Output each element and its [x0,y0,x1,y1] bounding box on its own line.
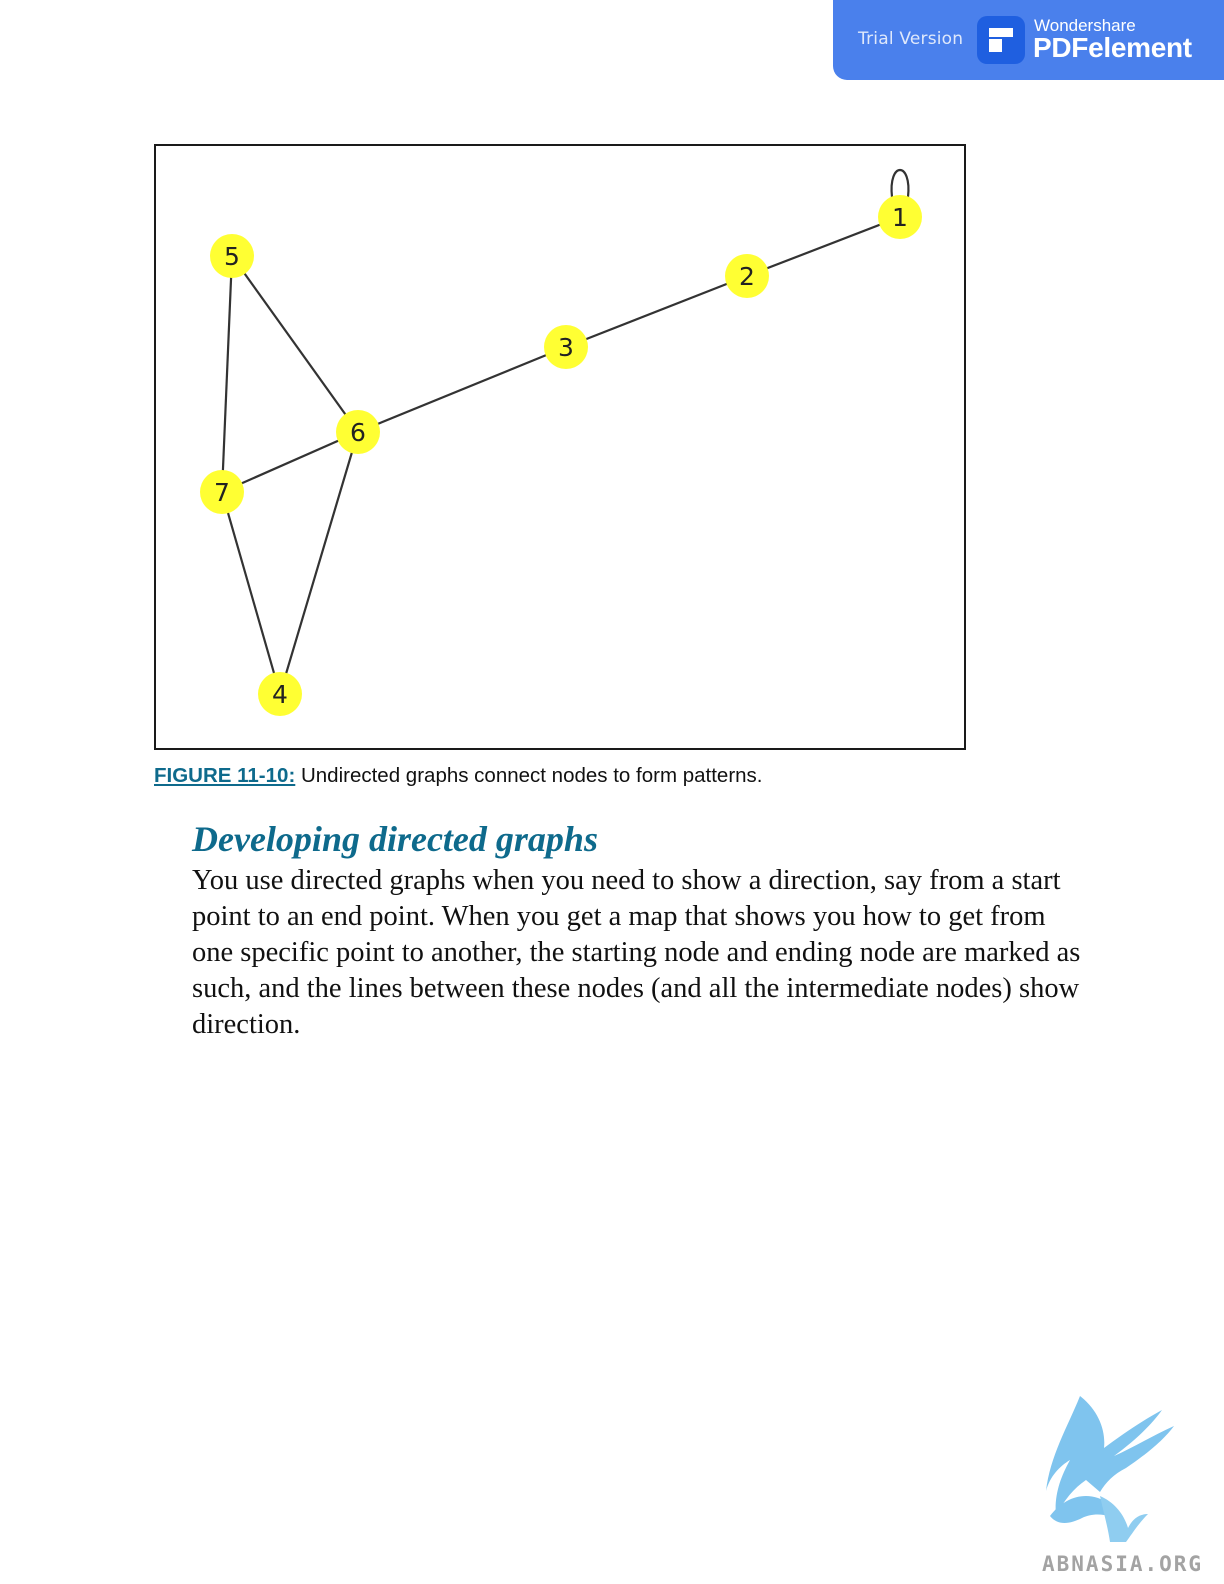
brand-company-label: Wondershare [1034,16,1136,35]
graph-edge-5-7 [220,255,234,493]
graph-node-label-3: 3 [558,333,574,362]
graph-node-4 [258,672,302,716]
trial-banner[interactable]: Trial Version Wondershare PDFelement [833,0,1224,80]
section-heading: Developing directed graphs [192,819,598,859]
pdfelement-logo-icon [977,16,1025,64]
graph-node-5 [210,234,254,278]
graph-node-7 [200,470,244,514]
graph-edge-6-4 [278,431,360,695]
graph-figure: 1 2 3 4 5 6 7 [154,144,966,750]
brand-product-label: PDFelement [1033,32,1192,63]
graph-edge-5-6 [231,255,359,433]
watermark-text: ABNASIA.ORG [1042,1552,1204,1576]
graph-edge-6-7 [221,430,359,494]
graph-edge-1-2 [746,215,901,278]
graph-node-label-2: 2 [739,262,755,291]
figure-caption: FIGURE 11-10: Undirected graphs connect … [154,764,763,788]
graph-edge-2-3 [565,274,748,349]
graph-node-6 [336,410,380,454]
graph-node-label-6: 6 [350,418,366,447]
graph-canvas: 1 2 3 4 5 6 7 [200,168,922,716]
graph-edge-3-6 [357,345,567,434]
graph-self-loop-1 [890,168,910,198]
graph-node-label-1: 1 [892,203,908,232]
graph-node-label-7: 7 [214,478,230,507]
graph-node-2 [725,254,769,298]
trial-version-label: Trial Version [858,29,964,49]
graph-node-label-4: 4 [272,680,288,709]
graph-node-3 [544,325,588,369]
section-paragraph: You use directed graphs when you need to… [192,865,1081,1040]
griffin-logo-icon [1046,1396,1174,1542]
figure-caption-text: Undirected graphs connect nodes to form … [295,764,763,787]
figure-reference-link[interactable]: FIGURE 11-10: [154,764,296,787]
graph-node-label-5: 5 [224,242,240,271]
graph-node-1 [878,195,922,239]
abnasia-watermark: ABNASIA.ORG [1040,1396,1224,1584]
graph-edge-7-4 [220,491,282,695]
